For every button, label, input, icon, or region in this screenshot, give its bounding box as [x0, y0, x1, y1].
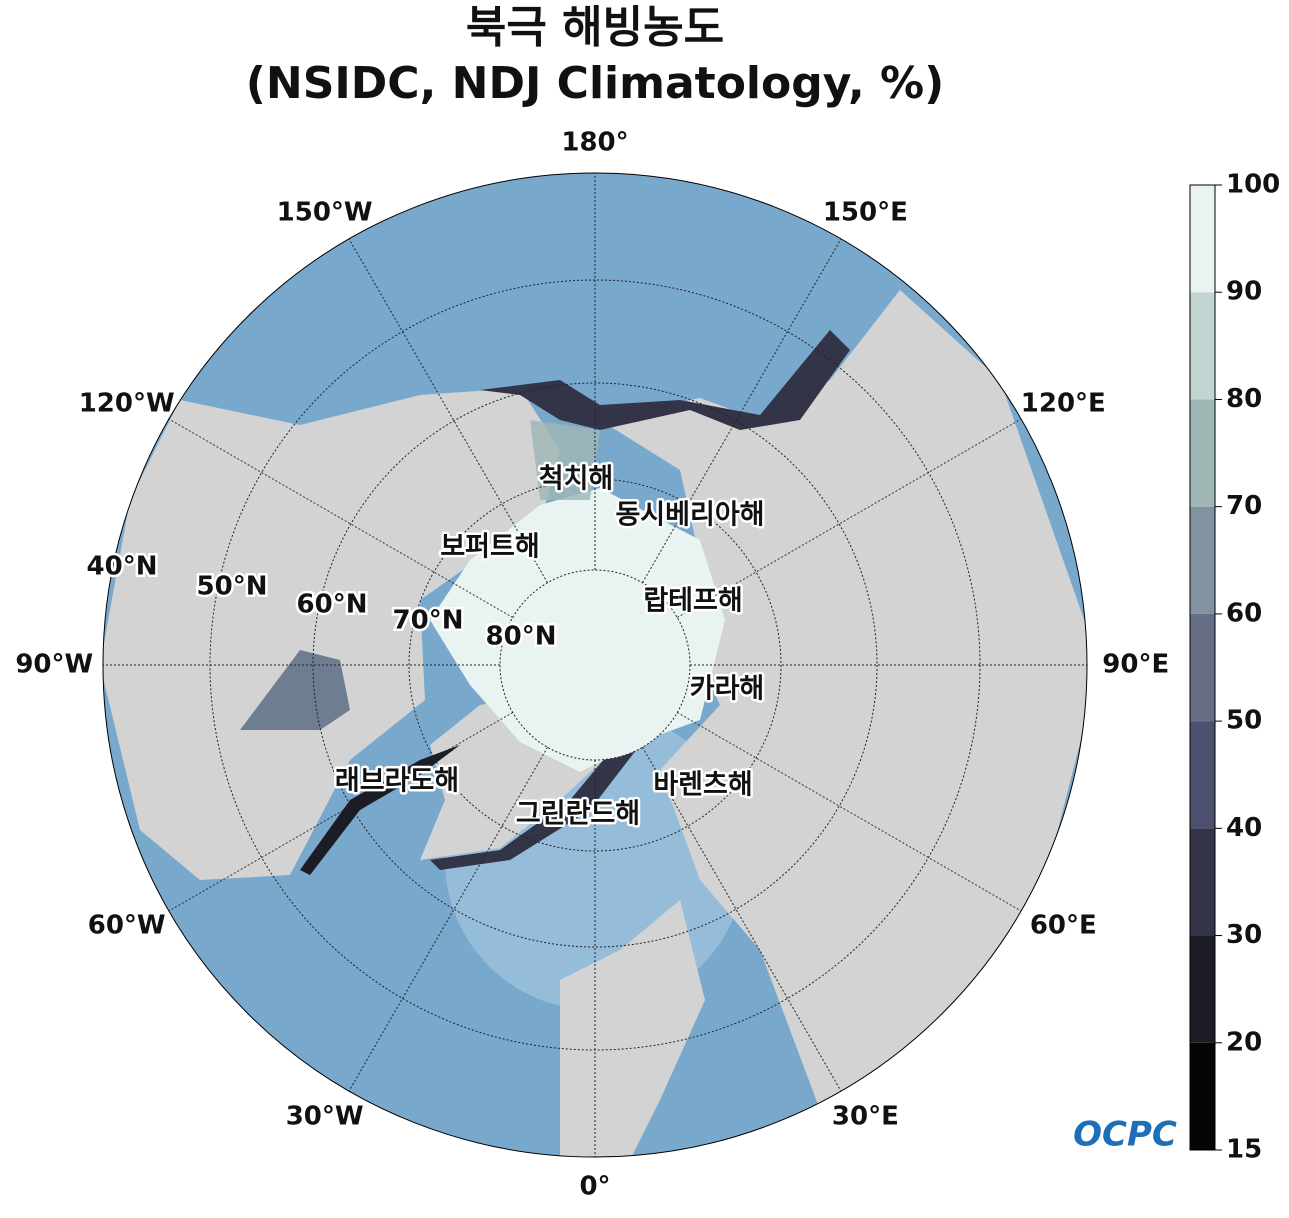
- lat-label: 50°N: [197, 572, 268, 602]
- colorbar-label: 50: [1226, 706, 1262, 736]
- colorbar-bin: [1190, 185, 1215, 293]
- graticule: [103, 173, 1087, 1157]
- sea-label: 바렌츠해: [653, 770, 752, 801]
- lat-label: 40°N: [87, 552, 158, 582]
- colorbar-bin: [1190, 828, 1215, 936]
- sea-label: 척치해: [539, 464, 614, 495]
- lon-label: 90°E: [1102, 650, 1169, 680]
- colorbar-label: 20: [1226, 1027, 1262, 1057]
- lat-circle: [312, 382, 878, 948]
- land: [103, 388, 560, 880]
- colorbar-bin: [1190, 935, 1215, 1043]
- colorbar-bin: [1190, 613, 1215, 722]
- lat-circle: [408, 478, 782, 852]
- logo: OCPC: [1073, 1115, 1177, 1155]
- title-line: (NSIDC, NDJ Climatology, %): [246, 58, 944, 109]
- ice-edge: [530, 420, 600, 500]
- lon-label: 30°W: [286, 1102, 364, 1132]
- ice-edge: [480, 330, 850, 430]
- colorbar-label: 30: [1226, 920, 1262, 950]
- colorbar-bin: [1190, 1042, 1215, 1150]
- colorbar-label: 40: [1226, 813, 1262, 843]
- lat-label: 60°N: [297, 590, 368, 620]
- sea-ice: [500, 570, 690, 760]
- lon-label: 0°: [579, 1172, 610, 1202]
- land: [560, 900, 705, 1157]
- lon-label: 90°W: [15, 650, 93, 680]
- land: [600, 290, 1087, 1120]
- colorbar-label: 60: [1226, 598, 1262, 628]
- colorbar-bin: [1190, 721, 1215, 829]
- colorbar-label: 100: [1226, 170, 1280, 200]
- colorbar-bin: [1190, 399, 1215, 507]
- hudson-ice: [240, 650, 350, 730]
- sea-label: 카라해: [690, 674, 765, 705]
- lon-label: 60°W: [88, 911, 166, 941]
- lon-label: 150°W: [277, 197, 373, 227]
- lat-label: 80°N: [486, 622, 557, 652]
- lon-label: 60°E: [1030, 911, 1097, 941]
- colorbar-bin: [1190, 506, 1215, 614]
- lon-label: 120°E: [1021, 389, 1106, 419]
- map-body: [103, 173, 1087, 1157]
- colorbar-label: 80: [1226, 384, 1262, 414]
- sea-label: 보퍼트해: [440, 532, 539, 563]
- sea-label: 래브라도해: [335, 766, 459, 797]
- colorbar-label: 70: [1226, 491, 1262, 521]
- colorbar-frame: [1189, 184, 1216, 1151]
- sea-label: 랍테프해: [643, 586, 742, 617]
- colorbar-label: 90: [1226, 277, 1262, 307]
- lon-label: 120°W: [79, 389, 175, 419]
- lon-label: 30°E: [832, 1102, 899, 1132]
- title-line: 북극 해빙농도: [466, 2, 724, 53]
- sea-label: 그린란드해: [516, 799, 640, 830]
- colorbar-bin: [1190, 292, 1215, 400]
- lon-label: 180°: [561, 128, 628, 158]
- lon-label: 150°E: [823, 197, 908, 227]
- colorbar-label: 15: [1226, 1135, 1262, 1165]
- map-border: [102, 172, 1088, 1158]
- ice-edge: [300, 745, 460, 875]
- lat-label: 70°N: [393, 606, 464, 636]
- sea-label: 동시베리아해: [615, 500, 764, 531]
